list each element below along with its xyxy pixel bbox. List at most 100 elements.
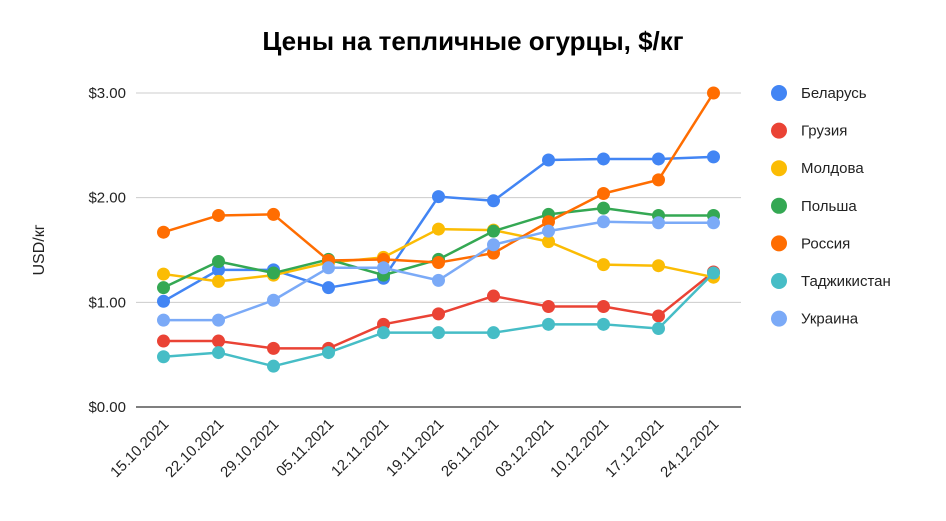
legend-item: Таджикистан bbox=[771, 273, 891, 290]
y-tick-label: $2.00 bbox=[88, 190, 126, 207]
data-point bbox=[652, 259, 665, 273]
data-point bbox=[432, 222, 445, 236]
data-point bbox=[212, 208, 225, 222]
y-tick-label: $0.00 bbox=[88, 399, 126, 416]
data-point bbox=[652, 309, 665, 323]
data-point bbox=[707, 150, 720, 164]
data-point bbox=[212, 313, 225, 327]
data-point bbox=[597, 186, 610, 200]
data-point bbox=[487, 289, 500, 303]
x-tick-label: 17.12.2021 bbox=[602, 416, 667, 481]
data-point bbox=[542, 235, 555, 249]
data-point bbox=[267, 266, 280, 280]
x-tick-label: 29.10.2021 bbox=[217, 416, 282, 481]
y-tick-label: $1.00 bbox=[88, 294, 126, 311]
data-point bbox=[597, 317, 610, 331]
x-tick-label: 10.12.2021 bbox=[547, 416, 612, 481]
series-Украина bbox=[157, 215, 720, 327]
data-point bbox=[652, 173, 665, 187]
legend-item: Украина bbox=[771, 310, 859, 328]
data-point bbox=[322, 281, 335, 295]
data-point bbox=[487, 238, 500, 252]
x-tick-label: 12.11.2021 bbox=[328, 416, 392, 480]
data-point bbox=[432, 326, 445, 340]
data-point bbox=[542, 300, 555, 314]
data-point bbox=[487, 326, 500, 340]
data-point bbox=[597, 300, 610, 314]
series-Россия bbox=[157, 86, 720, 270]
data-point bbox=[157, 334, 170, 348]
data-point bbox=[377, 261, 390, 275]
x-tick-label: 22.10.2021 bbox=[162, 416, 227, 481]
data-point bbox=[707, 86, 720, 100]
legend-marker bbox=[771, 235, 787, 252]
data-point bbox=[597, 152, 610, 166]
data-point bbox=[652, 152, 665, 166]
legend-item: Польша bbox=[771, 197, 857, 215]
legend: Беларусь Грузия Молдова Польша Россия Таджики… bbox=[771, 85, 891, 328]
data-point bbox=[267, 359, 280, 373]
series-Таджикистан bbox=[157, 266, 720, 373]
data-point bbox=[157, 313, 170, 327]
data-point bbox=[157, 350, 170, 364]
data-point bbox=[542, 224, 555, 238]
data-point bbox=[157, 294, 170, 308]
legend-marker bbox=[771, 85, 787, 101]
data-point bbox=[377, 326, 390, 340]
data-point bbox=[597, 201, 610, 215]
data-point bbox=[487, 194, 500, 208]
data-point bbox=[432, 307, 445, 321]
x-tick-label: 15.10.2021 bbox=[107, 416, 172, 481]
x-tick-label: 24.12.2021 bbox=[657, 416, 722, 481]
y-axis-title: USD/кг bbox=[31, 224, 48, 275]
data-point bbox=[707, 266, 720, 280]
legend-marker bbox=[771, 197, 787, 214]
x-tick-label: 05.11.2021 bbox=[273, 416, 337, 480]
data-point bbox=[707, 216, 720, 230]
series-group bbox=[157, 86, 720, 373]
data-point bbox=[432, 190, 445, 204]
legend-marker bbox=[771, 122, 787, 139]
data-point bbox=[597, 258, 610, 272]
data-point bbox=[652, 216, 665, 230]
data-point bbox=[542, 153, 555, 167]
data-point bbox=[542, 317, 555, 331]
data-point bbox=[267, 341, 280, 355]
data-point bbox=[267, 207, 280, 221]
chart-title: Цены на тепличные огурцы, $/кг bbox=[262, 26, 684, 56]
data-point bbox=[432, 256, 445, 270]
data-point bbox=[212, 346, 225, 360]
legend-item: Грузия bbox=[771, 122, 847, 140]
legend-label: Украина bbox=[801, 311, 859, 328]
x-tick-label: 19.11.2021 bbox=[383, 416, 447, 480]
legend-label: Россия bbox=[801, 235, 850, 252]
legend-label: Беларусь bbox=[801, 85, 867, 102]
data-point bbox=[322, 346, 335, 360]
data-point bbox=[157, 225, 170, 239]
legend-item: Беларусь bbox=[771, 85, 867, 102]
legend-label: Молдова bbox=[801, 160, 864, 177]
data-point bbox=[212, 255, 225, 269]
data-point bbox=[432, 273, 445, 287]
data-point bbox=[542, 215, 555, 229]
legend-marker bbox=[771, 310, 787, 327]
x-tick-label: 03.12.2021 bbox=[492, 416, 557, 481]
data-point bbox=[267, 293, 280, 307]
data-point bbox=[212, 274, 225, 288]
legend-label: Грузия bbox=[801, 123, 847, 140]
legend-item: Молдова bbox=[771, 160, 864, 177]
series-line bbox=[163, 92, 715, 264]
data-point bbox=[157, 267, 170, 281]
legend-item: Россия bbox=[771, 235, 850, 252]
legend-marker bbox=[771, 160, 787, 177]
data-point bbox=[212, 334, 225, 348]
y-tick-label: $3.00 bbox=[88, 85, 126, 102]
data-point bbox=[322, 261, 335, 275]
data-point bbox=[487, 224, 500, 238]
data-point bbox=[652, 322, 665, 335]
legend-label: Польша bbox=[801, 198, 857, 215]
data-point bbox=[157, 281, 170, 295]
legend-marker bbox=[771, 273, 787, 289]
